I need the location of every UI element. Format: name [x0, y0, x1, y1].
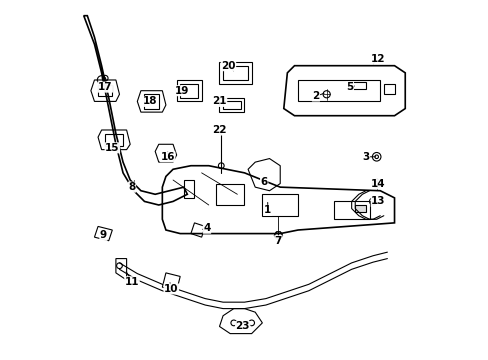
- Text: 14: 14: [370, 179, 385, 189]
- Text: 1: 1: [264, 205, 271, 215]
- Text: 16: 16: [160, 152, 175, 162]
- Text: 12: 12: [370, 54, 385, 64]
- Text: 19: 19: [174, 86, 189, 96]
- Text: 22: 22: [212, 125, 226, 135]
- Text: 3: 3: [362, 152, 369, 162]
- Text: 13: 13: [370, 197, 385, 206]
- Text: 8: 8: [128, 182, 135, 192]
- Text: 7: 7: [274, 236, 282, 246]
- Text: 20: 20: [221, 61, 235, 71]
- Text: 5: 5: [346, 82, 353, 92]
- Text: 2: 2: [312, 91, 319, 101]
- Text: 17: 17: [98, 82, 112, 92]
- Polygon shape: [354, 205, 365, 212]
- Text: 23: 23: [235, 321, 249, 332]
- Text: 21: 21: [212, 96, 226, 107]
- Text: 10: 10: [163, 284, 178, 294]
- Text: 9: 9: [100, 230, 107, 240]
- Text: 15: 15: [105, 143, 120, 153]
- Text: 11: 11: [124, 277, 139, 287]
- Text: 6: 6: [260, 177, 267, 187]
- Text: 4: 4: [203, 223, 210, 233]
- Text: 18: 18: [142, 96, 157, 107]
